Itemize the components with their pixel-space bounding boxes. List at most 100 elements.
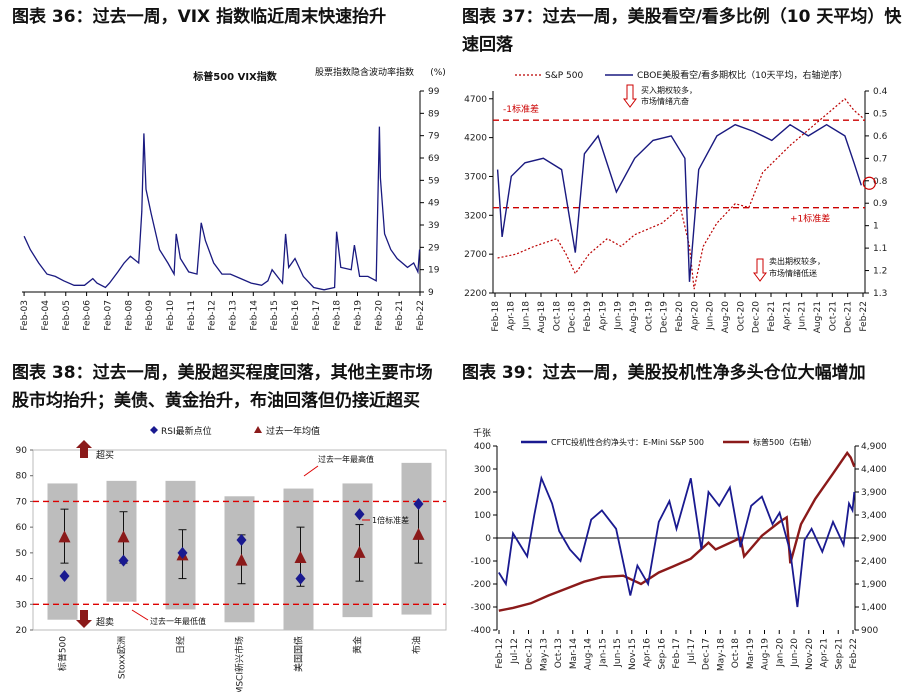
x-tick-label: Nov-15 xyxy=(628,638,638,670)
x-tick-label: Oct-18 xyxy=(552,301,562,332)
annotation-up-2: 市场情绪亢奋 xyxy=(641,96,689,106)
x-tick-label: Aug-19 xyxy=(629,301,639,334)
avg-marker xyxy=(58,530,71,543)
right-y-tick-label: 1.2 xyxy=(873,267,887,277)
x-tick-label: May-13 xyxy=(539,638,549,671)
left-y-tick-label: 100 xyxy=(474,511,491,521)
x-tick-label: Feb-19 xyxy=(353,300,363,331)
rsi-marker xyxy=(118,554,129,567)
x-tick-label: Jun-20 xyxy=(790,638,800,668)
x-tick-label: Sep-16 xyxy=(657,638,667,670)
title-chart39: 图表 39：过去一周，美股投机性净多头仓位大幅增加 xyxy=(462,363,866,383)
x-tick-label: Dec-12 xyxy=(525,638,535,670)
x-tick-label: Oct-18 xyxy=(731,638,741,669)
title-chart37-line2: 速回落 xyxy=(462,35,513,55)
x-tick-label: Feb-06 xyxy=(83,300,93,331)
avg-marker xyxy=(117,530,130,543)
x-tick-label: Apr-18 xyxy=(506,301,516,331)
right-y-tick-label: 0.5 xyxy=(873,109,887,119)
y-tick-label: 59 xyxy=(428,176,440,186)
x-tick-label: Aug-20 xyxy=(721,301,731,334)
category-label: 日经 xyxy=(175,636,187,654)
x-tick-label: Feb-22 xyxy=(849,638,859,669)
legend-cftc: CFTC投机性合约净头寸：E-Mini S&P 500 xyxy=(551,437,704,447)
annotation-stdev: 1倍标准差 xyxy=(372,515,409,525)
x-tick-label: Dec-17 xyxy=(702,638,712,670)
annotation-yearly-high: 过去一年最高值 xyxy=(318,454,374,464)
x-tick-label: Apr-19 xyxy=(598,301,608,331)
x-tick-label: Feb-18 xyxy=(491,301,501,332)
x-tick-label: Jan-15 xyxy=(598,638,608,668)
category-label: Stoxx欧洲 xyxy=(116,636,128,679)
x-tick-label: Dec-20 xyxy=(752,301,762,333)
x-tick-label: Feb-21 xyxy=(395,300,405,331)
x-tick-label: Feb-04 xyxy=(41,300,51,331)
left-y-tick-label: 2700 xyxy=(464,250,487,260)
x-tick-label: Feb-13 xyxy=(228,300,238,331)
x-tick-label: Feb-09 xyxy=(145,300,155,331)
x-tick-label: Feb-21 xyxy=(767,301,777,332)
left-y-tick-label: -400 xyxy=(471,626,492,636)
y-tick-label: 90 xyxy=(16,446,28,456)
y-tick-label: 30 xyxy=(16,600,28,610)
y-tick-label: 80 xyxy=(16,472,28,482)
chart-cftc: 千张 CFTC投机性合约净头寸：E-Mini S&P 500 标普500（右轴） -4… xyxy=(471,428,887,671)
y-axis-label: 股票指数隐含波动率指数 xyxy=(315,66,414,78)
category-label: 标普500 xyxy=(57,636,69,671)
left-y-tick-label: 200 xyxy=(474,488,491,498)
putcall-series-line xyxy=(496,123,862,282)
legend-swatch-rsi xyxy=(150,426,158,434)
arrow-down-icon xyxy=(76,610,92,628)
right-y-tick-label: 3,400 xyxy=(861,511,887,521)
x-tick-label: Aug-19 xyxy=(761,638,771,671)
right-y-tick-label: 1,400 xyxy=(861,603,887,613)
right-y-tick-label: 0.8 xyxy=(873,177,888,187)
y-tick-label: 79 xyxy=(428,132,440,142)
rsi-marker xyxy=(236,534,247,546)
x-tick-label: Feb-18 xyxy=(333,300,343,331)
avg-marker xyxy=(294,551,307,563)
ref-label-plus1sd: +1标准差 xyxy=(790,213,830,225)
left-y-tick-label: 0 xyxy=(485,534,491,544)
annotation-yearly-low: 过去一年最低值 xyxy=(150,616,206,626)
left-y-tick-label: -300 xyxy=(471,603,492,613)
x-tick-label: Aug-18 xyxy=(537,301,547,334)
avg-marker xyxy=(353,545,366,558)
pointer-yearly-low xyxy=(131,609,149,621)
y-tick-label: 89 xyxy=(428,109,440,119)
arrow-up-icon xyxy=(623,84,637,108)
x-tick-label: Feb-10 xyxy=(166,300,176,331)
x-tick-label: Jun-15 xyxy=(613,638,623,668)
left-y-tick-label: 3700 xyxy=(464,172,487,182)
y-tick-label: 20 xyxy=(16,626,28,636)
x-tick-label: Apr-16 xyxy=(643,638,653,668)
x-tick-label: Feb-16 xyxy=(291,300,301,331)
x-tick-label: Apr-21 xyxy=(782,301,792,331)
x-tick-label: Feb-05 xyxy=(62,300,72,331)
y-tick-label: 39 xyxy=(428,221,440,231)
right-y-tick-label: 900 xyxy=(861,626,878,636)
range-bar xyxy=(165,480,196,610)
x-tick-label: Sep-21 xyxy=(834,638,844,670)
x-tick-label: Jan-20 xyxy=(775,638,785,668)
left-y-tick-label: 4700 xyxy=(464,95,487,105)
left-y-tick-label: 4200 xyxy=(464,134,487,144)
right-y-tick-label: 0.6 xyxy=(873,132,888,142)
category-label: 布油 xyxy=(411,636,423,654)
rsi-marker xyxy=(59,570,70,582)
legend-swatch-avg xyxy=(254,426,262,433)
x-tick-label: Feb-15 xyxy=(270,300,280,331)
rsi-marker xyxy=(413,498,424,510)
x-tick-label: Jun-21 xyxy=(798,301,808,331)
x-tick-label: May-18 xyxy=(716,638,726,671)
y-tick-label: 40 xyxy=(16,575,28,585)
cftc-series-line xyxy=(498,475,856,608)
category-label: 美国国债 xyxy=(293,636,305,672)
series-name: 标普500 VIX指数 xyxy=(192,70,278,83)
x-tick-label: Feb-22 xyxy=(416,300,426,331)
x-tick-label: Jun-19 xyxy=(614,301,624,331)
y-tick-label: 29 xyxy=(428,243,440,253)
x-tick-label: Oct-19 xyxy=(644,301,654,332)
annotation-overbought: 超买 xyxy=(96,449,114,461)
x-tick-label: Feb-20 xyxy=(374,300,384,331)
